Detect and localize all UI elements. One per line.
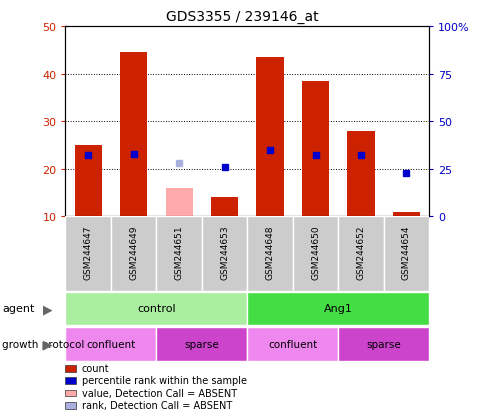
Text: value, Detection Call = ABSENT: value, Detection Call = ABSENT bbox=[82, 388, 237, 398]
Bar bbox=[247, 292, 428, 325]
Bar bbox=[301, 81, 329, 217]
Text: GSM244652: GSM244652 bbox=[356, 225, 365, 280]
Text: GSM244647: GSM244647 bbox=[84, 225, 92, 280]
Bar bbox=[156, 327, 247, 361]
Text: confluent: confluent bbox=[86, 339, 136, 349]
Text: rank, Detection Call = ABSENT: rank, Detection Call = ABSENT bbox=[82, 400, 232, 410]
Bar bbox=[247, 327, 338, 361]
Bar bbox=[111, 217, 156, 291]
Text: agent: agent bbox=[2, 304, 35, 314]
Text: count: count bbox=[82, 363, 109, 373]
Text: sparse: sparse bbox=[365, 339, 400, 349]
Text: percentile rank within the sample: percentile rank within the sample bbox=[82, 375, 246, 385]
Text: control: control bbox=[137, 304, 175, 314]
Bar bbox=[65, 327, 156, 361]
Text: GDS3355 / 239146_at: GDS3355 / 239146_at bbox=[166, 10, 318, 24]
Bar bbox=[347, 131, 374, 217]
Text: growth protocol: growth protocol bbox=[2, 339, 85, 349]
Text: GSM244650: GSM244650 bbox=[310, 225, 319, 280]
Text: GSM244648: GSM244648 bbox=[265, 225, 274, 280]
Text: Ang1: Ang1 bbox=[323, 304, 352, 314]
Text: GSM244651: GSM244651 bbox=[174, 225, 183, 280]
Bar bbox=[338, 327, 428, 361]
Bar bbox=[156, 217, 201, 291]
Text: ▶: ▶ bbox=[43, 337, 52, 350]
Bar bbox=[120, 53, 147, 217]
Text: confluent: confluent bbox=[268, 339, 317, 349]
Bar bbox=[201, 217, 247, 291]
Bar bbox=[247, 217, 292, 291]
Text: GSM244653: GSM244653 bbox=[220, 225, 228, 280]
Bar bbox=[165, 188, 192, 217]
Text: GSM244649: GSM244649 bbox=[129, 225, 138, 280]
Bar bbox=[211, 198, 238, 217]
Bar bbox=[75, 145, 102, 217]
Bar bbox=[256, 58, 283, 217]
Bar bbox=[292, 217, 338, 291]
Bar bbox=[338, 217, 383, 291]
Text: ▶: ▶ bbox=[43, 302, 52, 315]
Bar bbox=[65, 292, 247, 325]
Bar bbox=[65, 217, 111, 291]
Bar bbox=[392, 212, 419, 217]
Bar bbox=[383, 217, 428, 291]
Text: sparse: sparse bbox=[184, 339, 219, 349]
Text: GSM244654: GSM244654 bbox=[401, 225, 410, 280]
